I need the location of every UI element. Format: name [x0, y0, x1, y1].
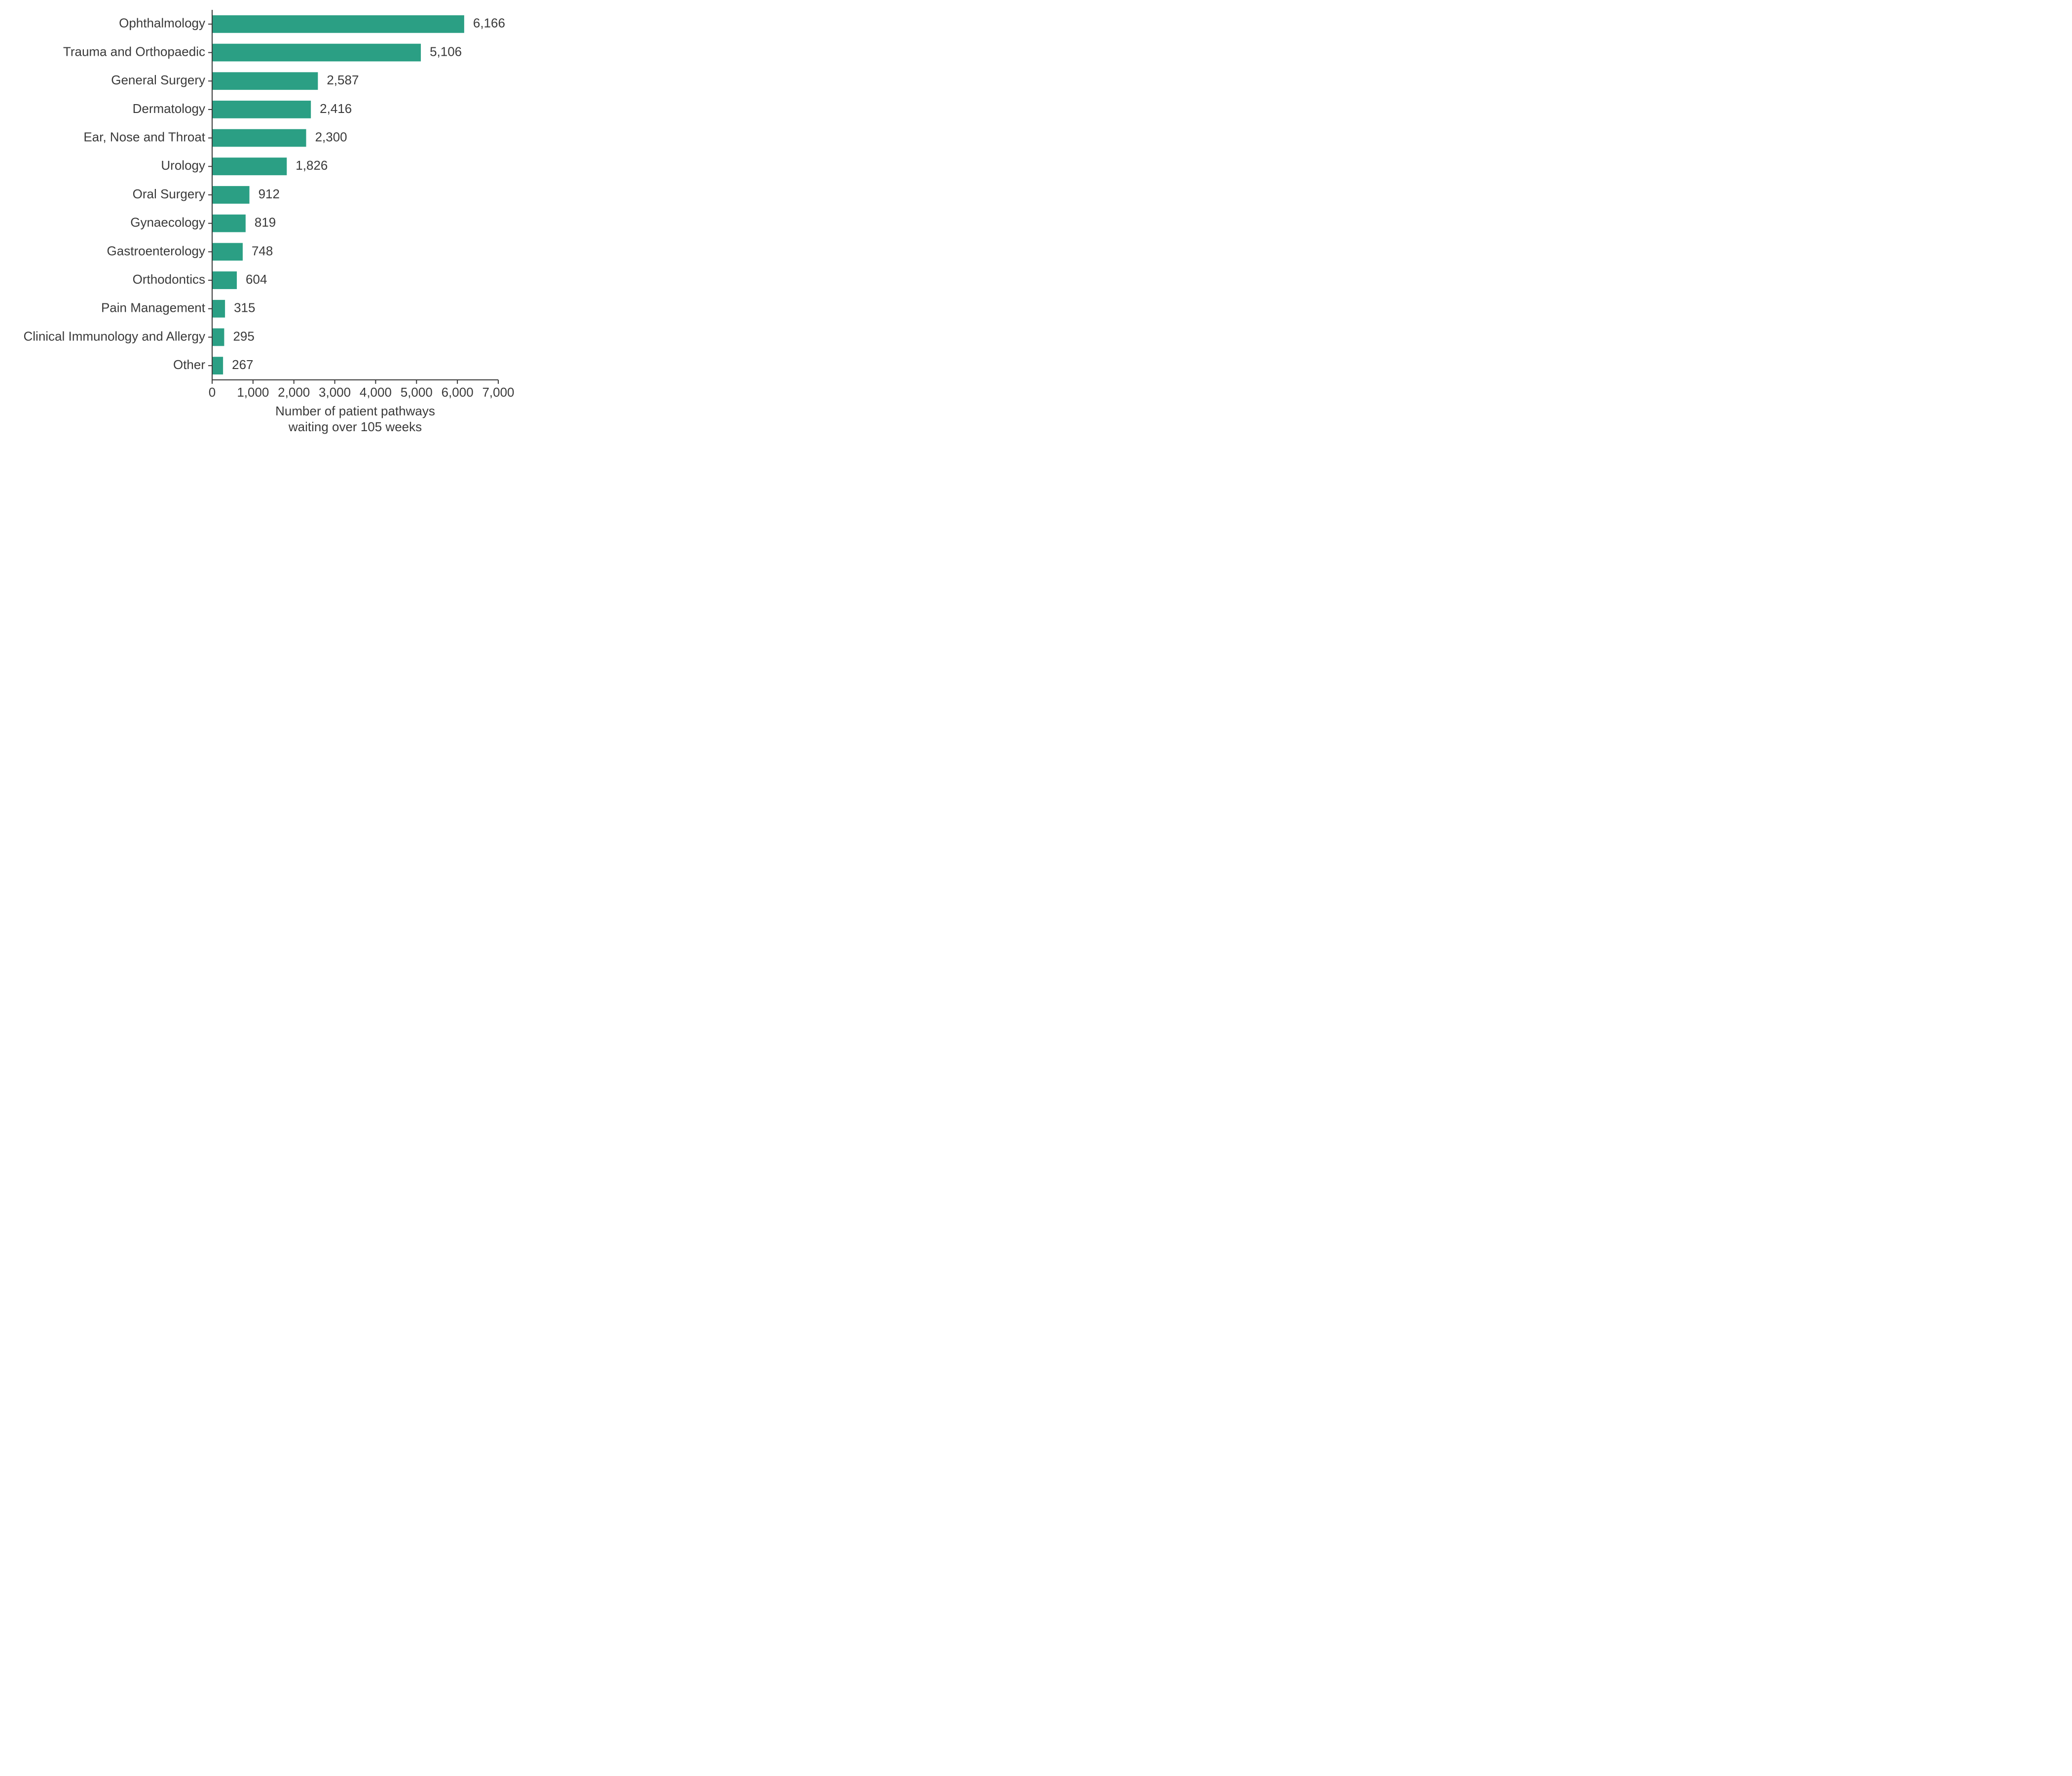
category-label: Gastroenterology: [107, 243, 205, 258]
bar: [212, 271, 237, 289]
category-label: Clinical Immunology and Allergy: [23, 329, 205, 343]
value-label: 267: [232, 357, 253, 372]
category-label: Gynaecology: [130, 215, 205, 230]
category-label: General Surgery: [111, 73, 205, 87]
bar: [212, 329, 224, 346]
x-tick-label: 1,000: [237, 385, 269, 400]
chart-svg: Ophthalmology 6,166 Trauma and Orthopaedic…: [0, 0, 518, 444]
value-label: 604: [246, 272, 267, 287]
bar: [212, 186, 250, 204]
category-label: Oral Surgery: [133, 186, 205, 201]
x-tick-label: 4,000: [360, 385, 392, 400]
value-label: 315: [234, 300, 255, 315]
bar: [212, 300, 225, 318]
bar: [212, 72, 318, 90]
bar: [212, 15, 464, 33]
category-label: Trauma and Orthopaedic: [63, 44, 205, 59]
x-axis-title: waiting over 105 weeks: [288, 419, 422, 434]
category-label: Orthodontics: [133, 272, 205, 287]
category-label: Pain Management: [101, 300, 206, 315]
bar: [212, 243, 243, 261]
x-tick-label: 3,000: [319, 385, 351, 400]
value-label: 819: [255, 215, 276, 230]
x-tick-label: 5,000: [401, 385, 433, 400]
value-label: 912: [259, 186, 280, 201]
x-axis-title: Number of patient pathways: [275, 404, 435, 418]
value-label: 5,106: [430, 44, 462, 59]
category-label: Ophthalmology: [119, 16, 205, 31]
bar: [212, 357, 223, 374]
bar: [212, 157, 287, 175]
value-label: 6,166: [473, 16, 505, 31]
bar: [212, 215, 246, 232]
x-tick-label: 7,000: [482, 385, 514, 400]
bar: [212, 129, 306, 147]
bar-chart: Ophthalmology 6,166 Trauma and Orthopaedic…: [0, 0, 2072, 444]
category-label: Other: [173, 357, 205, 372]
x-tick-label: 0: [209, 385, 216, 400]
value-label: 2,587: [327, 73, 359, 87]
bar: [212, 101, 311, 118]
value-label: 295: [233, 329, 254, 343]
category-label: Ear, Nose and Throat: [83, 129, 205, 144]
value-label: 2,300: [315, 129, 347, 144]
x-tick-label: 2,000: [278, 385, 310, 400]
value-label: 1,826: [296, 158, 328, 173]
value-label: 748: [252, 243, 273, 258]
x-tick-label: 6,000: [442, 385, 474, 400]
bar: [212, 44, 421, 62]
category-label: Urology: [161, 158, 205, 173]
category-label: Dermatology: [133, 101, 205, 116]
value-label: 2,416: [320, 101, 352, 116]
